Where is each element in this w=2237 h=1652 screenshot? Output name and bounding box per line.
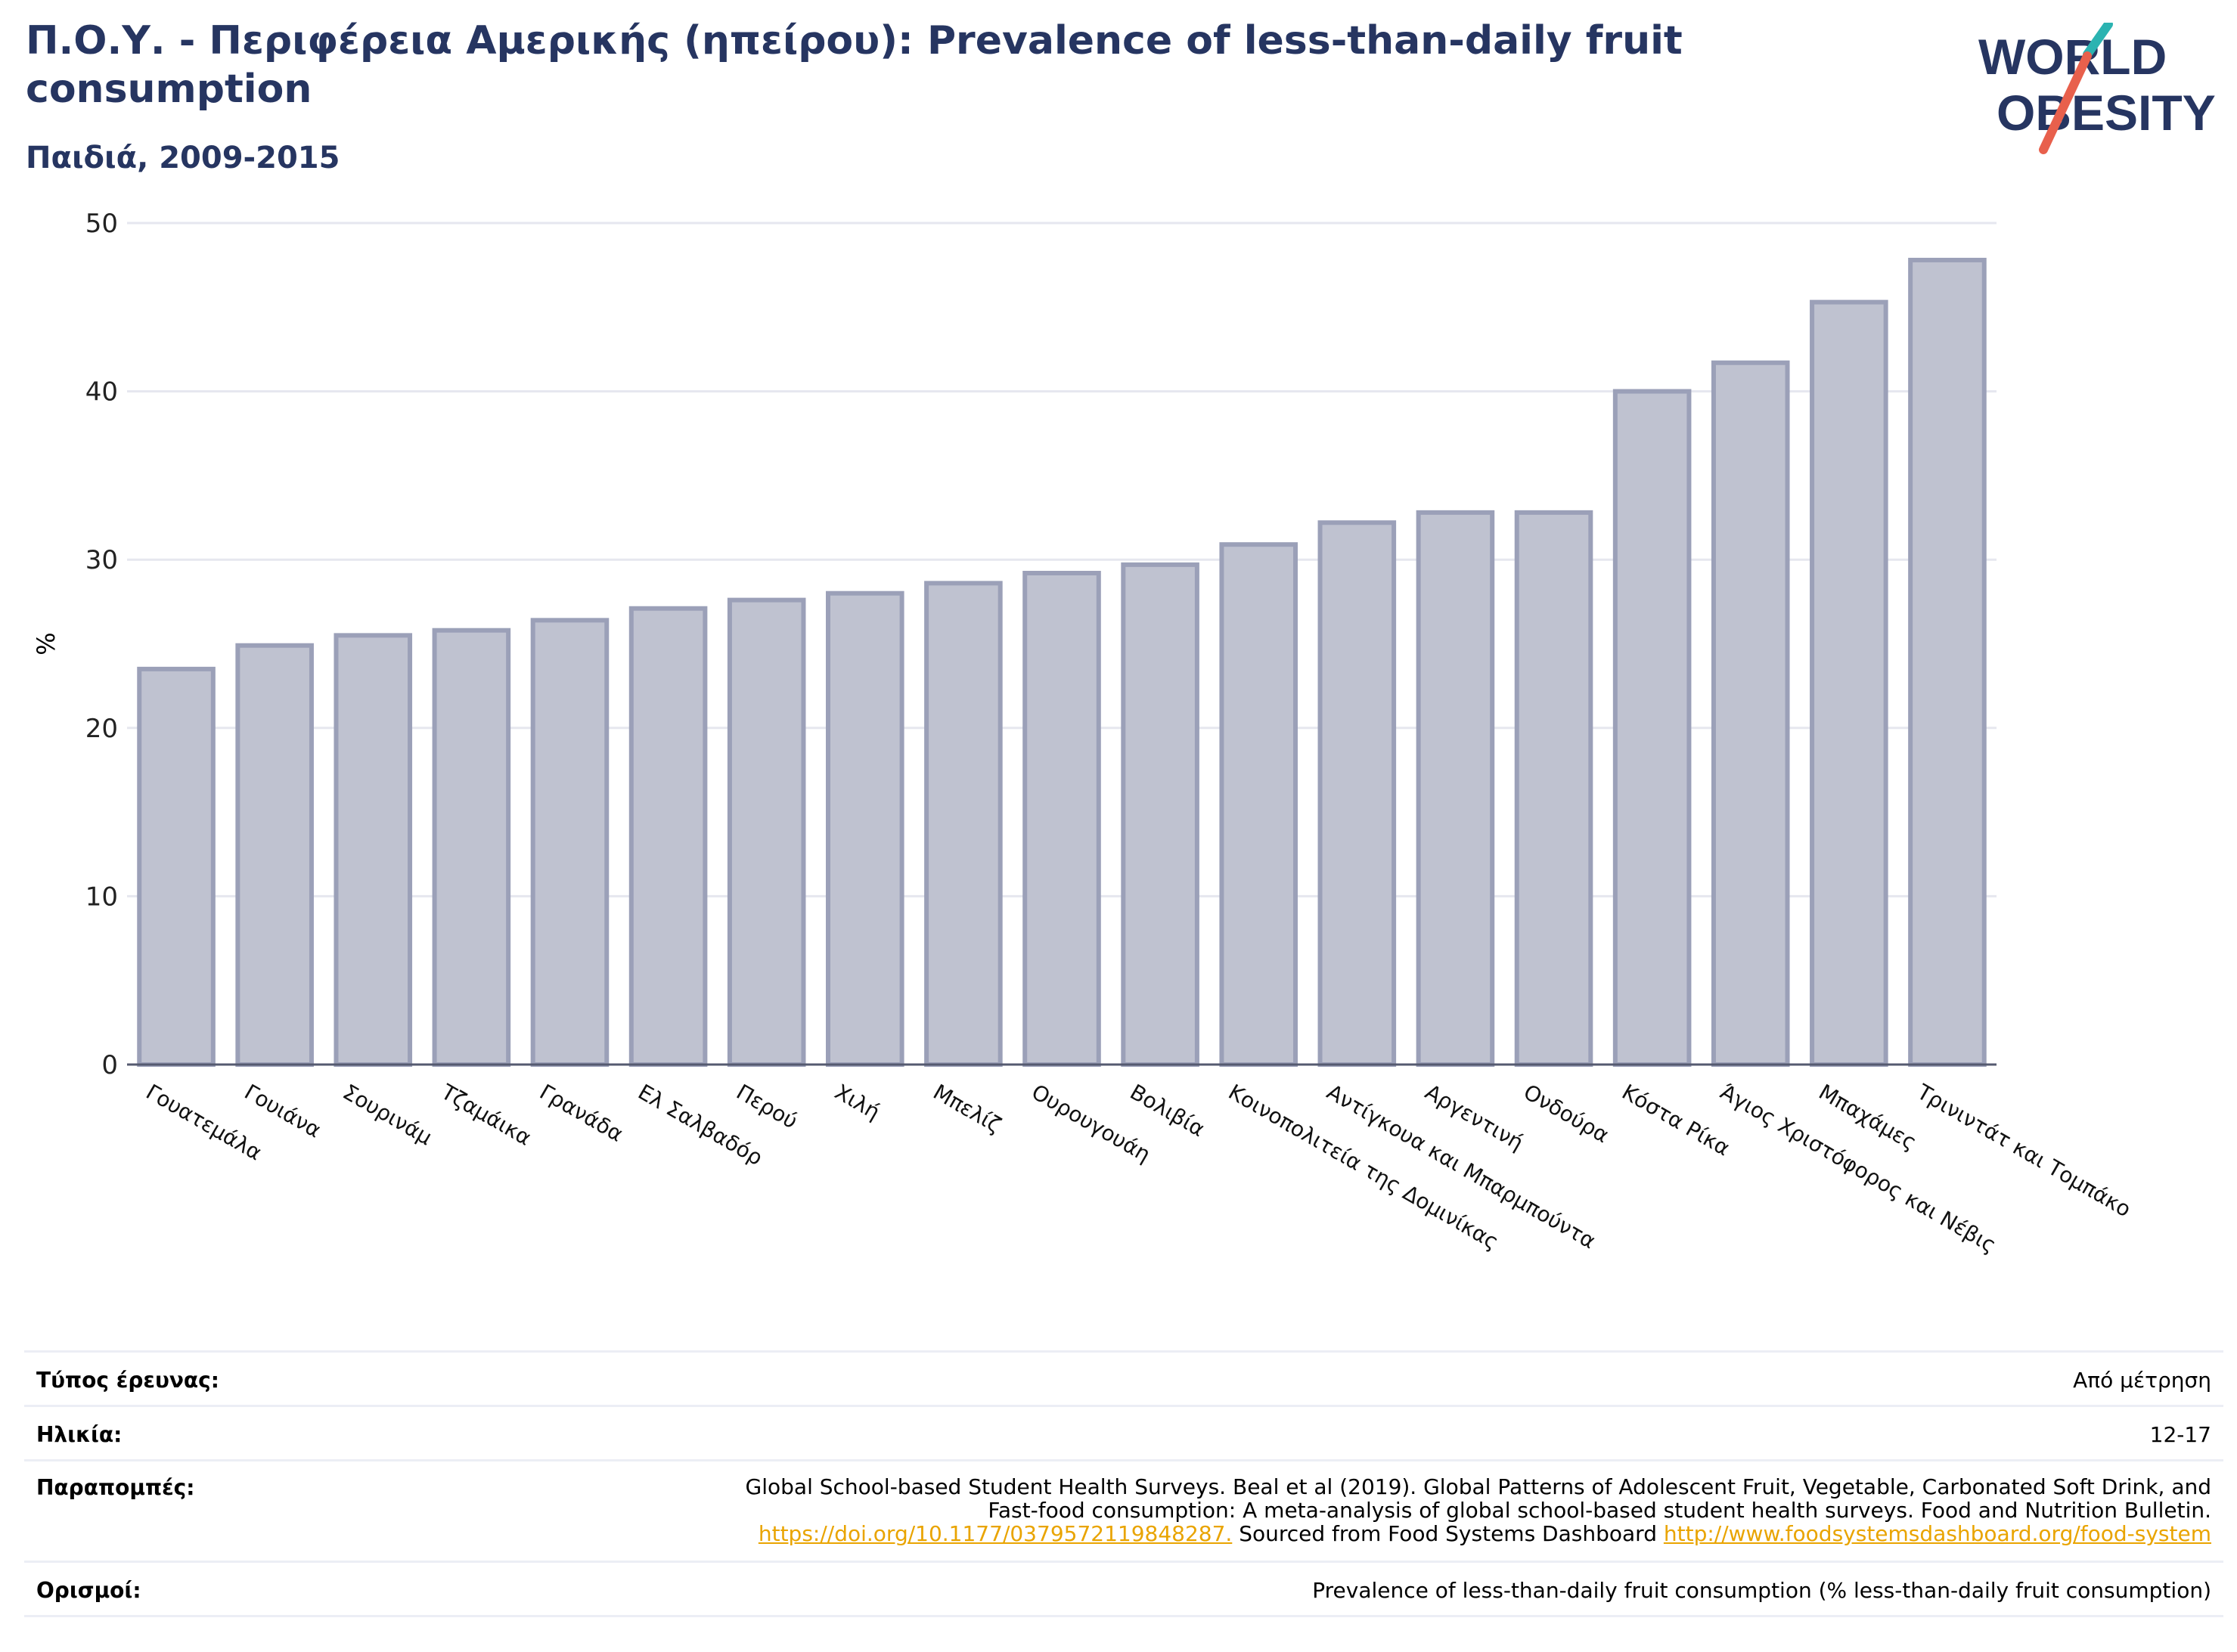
y-tick-label: 40 [85,377,118,408]
logo-line-1: WORLD [1978,29,2167,85]
info-key: Παραπομπές: [24,1459,502,1562]
x-tick-label: Μπελίζ [929,1079,1005,1137]
x-tick-label: Γρανάδα [535,1079,628,1146]
bar [1514,510,1593,1067]
bar [530,618,610,1067]
bar [826,590,904,1067]
bar [924,581,1003,1067]
bar [1317,520,1397,1067]
bar [1810,299,1888,1067]
food-systems-link[interactable]: http://www.foodsystemsdashboard.org/food… [1663,1521,2211,1546]
logo-slash-coral [2039,51,2092,154]
reference-text: Fast-food consumption: A meta-analysis o… [988,1498,2211,1523]
reference-text: Global School-based Student Health Surve… [745,1474,2211,1499]
bar [1711,360,1790,1067]
y-tick-label: 20 [85,714,118,744]
bar [432,628,511,1067]
y-tick-label: 30 [85,545,118,575]
logo-slash-teal [2083,23,2113,59]
info-key: Ηλικία: [24,1405,502,1461]
chart-title: Π.Ο.Υ. - Περιφέρεια Αμερικής (ηπείρου): … [26,18,1683,112]
world-obesity-logo: WORLD OBESITY [1978,23,2216,154]
y-tick-label: 10 [85,882,118,912]
y-tick-label: 50 [85,209,118,239]
info-value: 12-17 [502,1405,2223,1461]
bars [137,257,1987,1067]
bar [137,666,216,1067]
info-value: Από μέτρηση [502,1350,2223,1406]
info-row-references: Παραπομπές: Global School-based Student … [24,1459,2223,1562]
bar [628,606,708,1067]
chart-subtitle: Παιδιά, 2009-2015 [26,141,340,175]
info-row-age: Ηλικία: 12-17 [24,1405,2223,1461]
bar [1219,542,1298,1067]
x-tick-label: Χιλή [830,1079,884,1124]
bar [235,643,314,1067]
metadata-table: Τύπος έρευνας: Από μέτρηση Ηλικία: 12-17… [24,1350,2223,1617]
x-tick-label: Κόστα Ρίκα [1618,1079,1734,1161]
doi-link[interactable]: https://doi.org/10.1177/0379572119848287… [758,1521,1233,1546]
bar [1121,562,1199,1067]
info-value: Prevalence of less-than-daily fruit cons… [502,1561,2223,1617]
x-tick-label: Τζαμάικα [436,1079,535,1151]
bar [334,633,413,1067]
info-key: Ορισμοί: [24,1561,502,1617]
y-tick-label: 0 [101,1050,118,1080]
reference-text: Sourced from Food Systems Dashboard [1232,1521,1664,1546]
x-tick-label: Βολιβία [1126,1079,1209,1142]
y-axis-label: % [32,632,61,655]
info-key: Τύπος έρευνας: [24,1350,502,1406]
y-tick-labels: 0 10 20 30 40 50 [85,209,118,1080]
x-tick-label: Γουιάνα [240,1079,326,1142]
bar [1908,257,1987,1067]
bar [727,597,806,1067]
info-row-definitions: Ορισμοί: Prevalence of less-than-daily f… [24,1561,2223,1617]
info-references: Global School-based Student Health Surve… [502,1459,2223,1562]
x-tick-label: Ονδούρα [1519,1079,1613,1148]
x-tick-label: Περού [732,1079,802,1133]
x-tick-label: Τρινιντάτ και Τομπάκο [1913,1079,2136,1222]
x-tick-label: Σουρινάμ [339,1079,436,1150]
bar [1612,389,1692,1067]
info-row-survey-type: Τύπος έρευνας: Από μέτρηση [24,1350,2223,1406]
logo-line-2: OBESITY [1997,85,2216,141]
bar [1022,571,1101,1067]
bar [1416,510,1495,1067]
